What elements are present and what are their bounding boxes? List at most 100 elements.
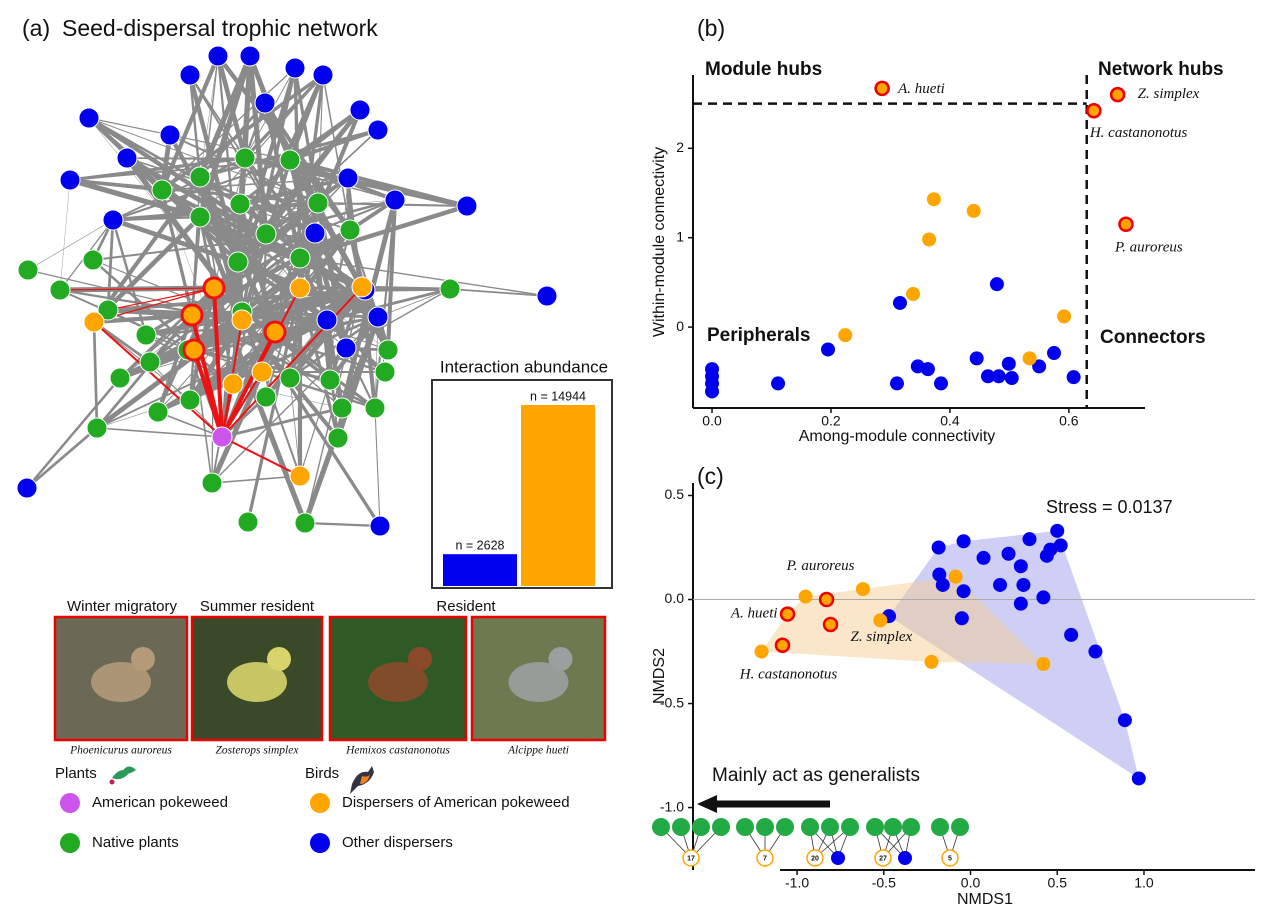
network-node	[378, 340, 398, 360]
network-node	[313, 65, 333, 85]
network-node	[238, 512, 258, 532]
network-node	[290, 278, 310, 298]
network-node	[280, 150, 300, 170]
network-node	[240, 46, 260, 66]
network-node	[336, 338, 356, 358]
point	[890, 376, 904, 390]
point	[856, 582, 870, 596]
mini-plant	[821, 818, 839, 836]
y-tick-label: -1.0	[660, 798, 684, 814]
photo-bird-head	[131, 647, 155, 671]
point	[1087, 104, 1100, 117]
annotation: Module hubs	[705, 59, 822, 80]
network-node	[350, 100, 370, 120]
x-axis-title: NMDS1	[957, 891, 1013, 908]
network-node	[180, 65, 200, 85]
point	[1132, 771, 1146, 785]
point	[1002, 357, 1016, 371]
edge	[60, 180, 70, 290]
annotation: Network hubs	[1098, 59, 1224, 80]
network-node	[152, 180, 172, 200]
annotation: Stress = 0.0137	[1046, 497, 1173, 517]
point	[967, 204, 981, 218]
network-node	[140, 352, 160, 372]
mini-plant	[801, 818, 819, 836]
network-node	[208, 46, 228, 66]
point	[781, 608, 794, 621]
point	[1067, 370, 1081, 384]
point	[949, 570, 963, 584]
species-name: Zosterops simplex	[216, 745, 300, 757]
network-node	[83, 250, 103, 270]
legend-label: Other dispersers	[342, 834, 453, 851]
network-node	[255, 93, 275, 113]
point	[1050, 524, 1064, 538]
legend-marker	[310, 793, 330, 813]
network-node	[184, 340, 204, 360]
network-node	[232, 310, 252, 330]
mini-other	[898, 851, 912, 865]
legend-marker	[310, 833, 330, 853]
network-node	[230, 194, 250, 214]
network-node	[295, 513, 315, 533]
y-tick-label: 0	[676, 318, 684, 334]
point	[776, 639, 789, 652]
point-label: P. auroreus	[786, 558, 855, 574]
mini-plant	[692, 818, 710, 836]
point	[824, 618, 837, 631]
point-label: P. auroreus	[1114, 240, 1183, 256]
network-node	[290, 466, 310, 486]
plant-icon	[112, 766, 136, 779]
point	[1014, 597, 1028, 611]
network-node	[440, 279, 460, 299]
point	[1005, 371, 1019, 385]
point	[1118, 713, 1132, 727]
network-node	[84, 312, 104, 332]
species-name: Hemixos castanonotus	[345, 745, 450, 757]
photo-group: Winter migratory	[67, 598, 178, 615]
point	[977, 551, 991, 565]
photo-bird-head	[549, 647, 573, 671]
mini-plant	[756, 818, 774, 836]
network-node	[265, 322, 285, 342]
figure: (a)Seed-dispersal trophic networkPhoenic…	[0, 0, 1275, 910]
mini-other	[831, 851, 845, 865]
point	[1088, 645, 1102, 659]
point	[1016, 578, 1030, 592]
y-tick-label: 1	[676, 228, 684, 244]
value-label: n = 14944	[530, 389, 586, 403]
mini-plant	[776, 818, 794, 836]
point-label: H. castanonotus	[739, 667, 838, 683]
point-label: A. hueti	[730, 606, 778, 622]
network-node	[332, 398, 352, 418]
mini-plant	[951, 818, 969, 836]
arrow-head	[697, 795, 717, 813]
point	[1047, 346, 1061, 360]
network-node	[50, 280, 70, 300]
network-node	[317, 310, 337, 330]
mini-plant	[672, 818, 690, 836]
point	[1036, 590, 1050, 604]
network-node	[256, 387, 276, 407]
species-name: Alcippe hueti	[507, 745, 569, 757]
point	[906, 287, 920, 301]
network-node	[180, 390, 200, 410]
point	[1036, 657, 1050, 671]
network-node	[368, 120, 388, 140]
y-axis-title: Within-module connectivity	[651, 147, 668, 337]
mini-plant	[652, 818, 670, 836]
point	[1064, 628, 1078, 642]
point	[925, 655, 939, 669]
point	[927, 192, 941, 206]
point-label: A. hueti	[897, 81, 945, 97]
mini-count: 7	[763, 855, 767, 862]
point	[1119, 218, 1132, 231]
point-label: Z. simplex	[851, 629, 913, 645]
photo-group: Resident	[436, 598, 496, 615]
point	[957, 584, 971, 598]
x-tick-label: -1.0	[785, 875, 809, 891]
network-node	[338, 168, 358, 188]
point	[755, 645, 769, 659]
point	[705, 384, 719, 398]
network-node	[256, 224, 276, 244]
